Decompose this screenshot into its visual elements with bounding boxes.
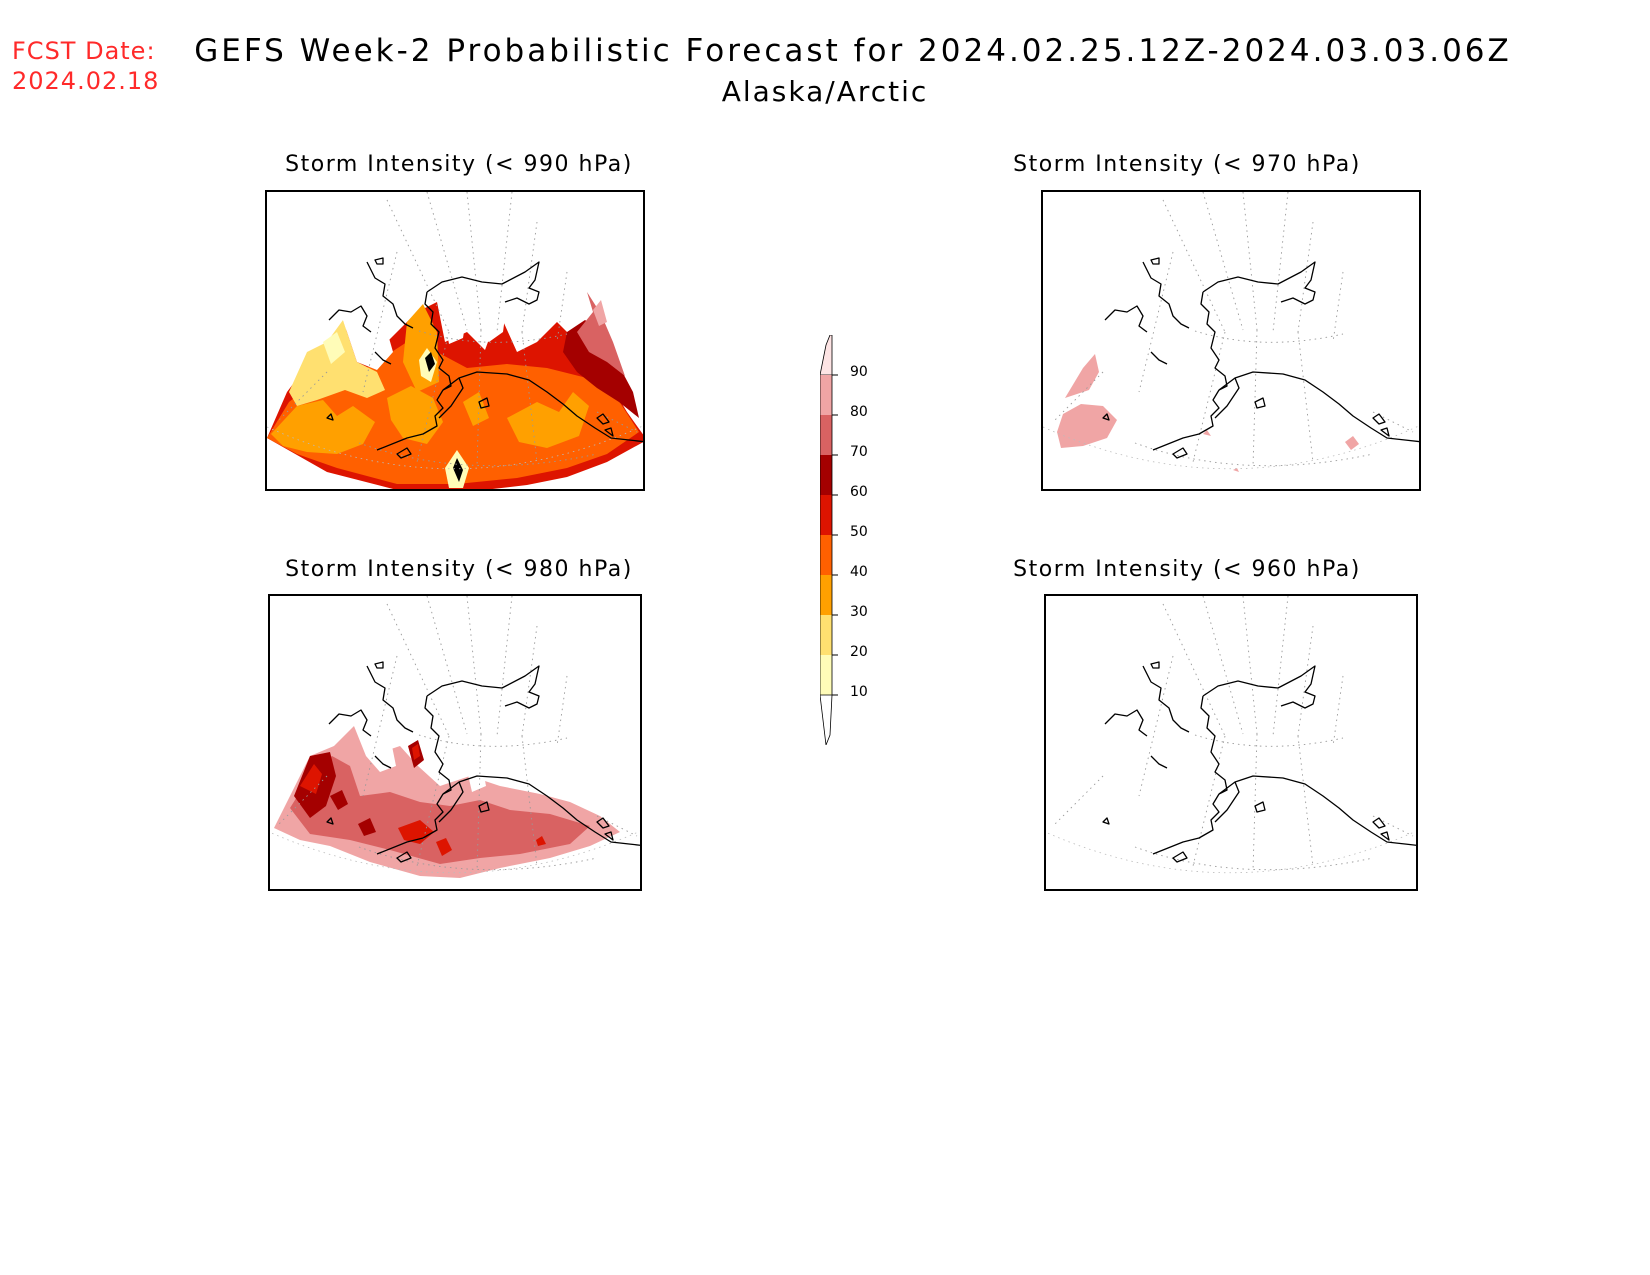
graticule-lines bbox=[276, 596, 638, 872]
colorbar-segment bbox=[820, 415, 832, 455]
panel-title-970: Storm Intensity (< 970 hPa) bbox=[1013, 152, 1361, 177]
colorbar-label-50: 50 bbox=[850, 524, 868, 540]
colorbar-label-70: 70 bbox=[850, 444, 868, 460]
domain-edge bbox=[1046, 830, 1416, 874]
prob-area-70 bbox=[289, 320, 385, 406]
map-990-svg bbox=[267, 192, 643, 489]
colorbar-cap-bottom bbox=[819, 694, 833, 746]
forecast-date-block: FCST Date: 2024.02.18 bbox=[12, 36, 159, 96]
prob-area-60 bbox=[507, 392, 589, 448]
colorbar-segment bbox=[820, 535, 832, 575]
colorbar-segment bbox=[820, 495, 832, 535]
colorbar-segment bbox=[820, 455, 832, 495]
no-data-gap bbox=[354, 720, 396, 772]
map-panel-980 bbox=[268, 594, 642, 891]
graticule-lines bbox=[276, 192, 638, 468]
prob-area-10 bbox=[593, 300, 607, 326]
colorbar-label-20: 20 bbox=[850, 644, 868, 660]
colorbar-cap-top bbox=[819, 334, 833, 376]
prob-area-80 bbox=[323, 332, 345, 364]
map-980-svg bbox=[270, 596, 640, 878]
colorbar-segment bbox=[820, 575, 832, 615]
map-960-svg bbox=[1046, 596, 1416, 874]
coastline bbox=[326, 257, 643, 459]
figure-title: GEFS Week-2 Probabilistic Forecast for 2… bbox=[0, 30, 1650, 112]
coastline bbox=[326, 661, 640, 863]
map-panel-990 bbox=[265, 190, 645, 491]
colorbar-outline bbox=[819, 375, 833, 695]
prob-area-40 bbox=[536, 836, 546, 846]
prob-area-20 bbox=[290, 756, 590, 864]
probability-fill-980 bbox=[274, 720, 620, 878]
probability-colorbar: 90 80 70 60 50 40 30 20 10 bbox=[819, 334, 900, 746]
no-data-gap bbox=[466, 764, 486, 792]
forecast-date-value: 2024.02.18 bbox=[12, 67, 160, 95]
prob-area-30 bbox=[563, 320, 639, 418]
prob-area-40 bbox=[412, 744, 420, 760]
colorbar-label-10: 10 bbox=[850, 684, 868, 700]
prob-area-40 bbox=[300, 764, 322, 794]
figure-title-region: Alaska/Arctic bbox=[721, 75, 929, 108]
colorbar-segment bbox=[820, 375, 832, 415]
panel-title-990: Storm Intensity (< 990 hPa) bbox=[285, 152, 633, 177]
colorbar-label-40: 40 bbox=[850, 564, 868, 580]
colorbar-label-90: 90 bbox=[850, 364, 868, 380]
prob-area-60 bbox=[271, 400, 375, 454]
prob-area-10 bbox=[1233, 468, 1239, 472]
no-data-gap bbox=[343, 310, 393, 370]
colorbar-segment bbox=[820, 615, 832, 655]
map-970-svg bbox=[1043, 192, 1419, 472]
colorbar-segment bbox=[820, 655, 832, 695]
prob-area-90 bbox=[425, 352, 435, 372]
prob-area-60 bbox=[463, 392, 489, 426]
colorbar-graphic bbox=[819, 334, 838, 746]
prob-area-10 bbox=[1057, 404, 1117, 448]
graticule-lines bbox=[1052, 596, 1414, 872]
map-panel-960 bbox=[1044, 594, 1418, 891]
colorbar-label-30: 30 bbox=[850, 604, 868, 620]
figure-title-line1: GEFS Week-2 Probabilistic Forecast for 2… bbox=[194, 33, 1512, 69]
colorbar-label-60: 60 bbox=[850, 484, 868, 500]
prob-area-10 bbox=[1065, 354, 1099, 398]
prob-area-20 bbox=[577, 292, 625, 376]
forecast-date-label: FCST Date: bbox=[12, 37, 156, 65]
probability-fill-970 bbox=[1057, 354, 1359, 472]
no-data-gap bbox=[439, 300, 467, 344]
prob-area-30 bbox=[330, 790, 348, 810]
graticule-lines bbox=[1052, 192, 1414, 468]
prob-area-30 bbox=[358, 818, 376, 836]
prob-area-10 bbox=[1203, 430, 1211, 436]
prob-area-40 bbox=[398, 820, 434, 844]
no-data-gap bbox=[467, 302, 507, 342]
prob-area-40 bbox=[436, 838, 452, 856]
colorbar-label-80: 80 bbox=[850, 404, 868, 420]
map-panel-970 bbox=[1041, 190, 1421, 491]
probability-fill-990 bbox=[267, 292, 643, 489]
panel-title-980: Storm Intensity (< 980 hPa) bbox=[285, 557, 633, 582]
coastline bbox=[1102, 661, 1416, 863]
prob-area-60 bbox=[387, 386, 443, 444]
prob-area-10 bbox=[1345, 436, 1359, 450]
panel-title-960: Storm Intensity (< 960 hPa) bbox=[1013, 557, 1361, 582]
coastline bbox=[1102, 257, 1419, 459]
